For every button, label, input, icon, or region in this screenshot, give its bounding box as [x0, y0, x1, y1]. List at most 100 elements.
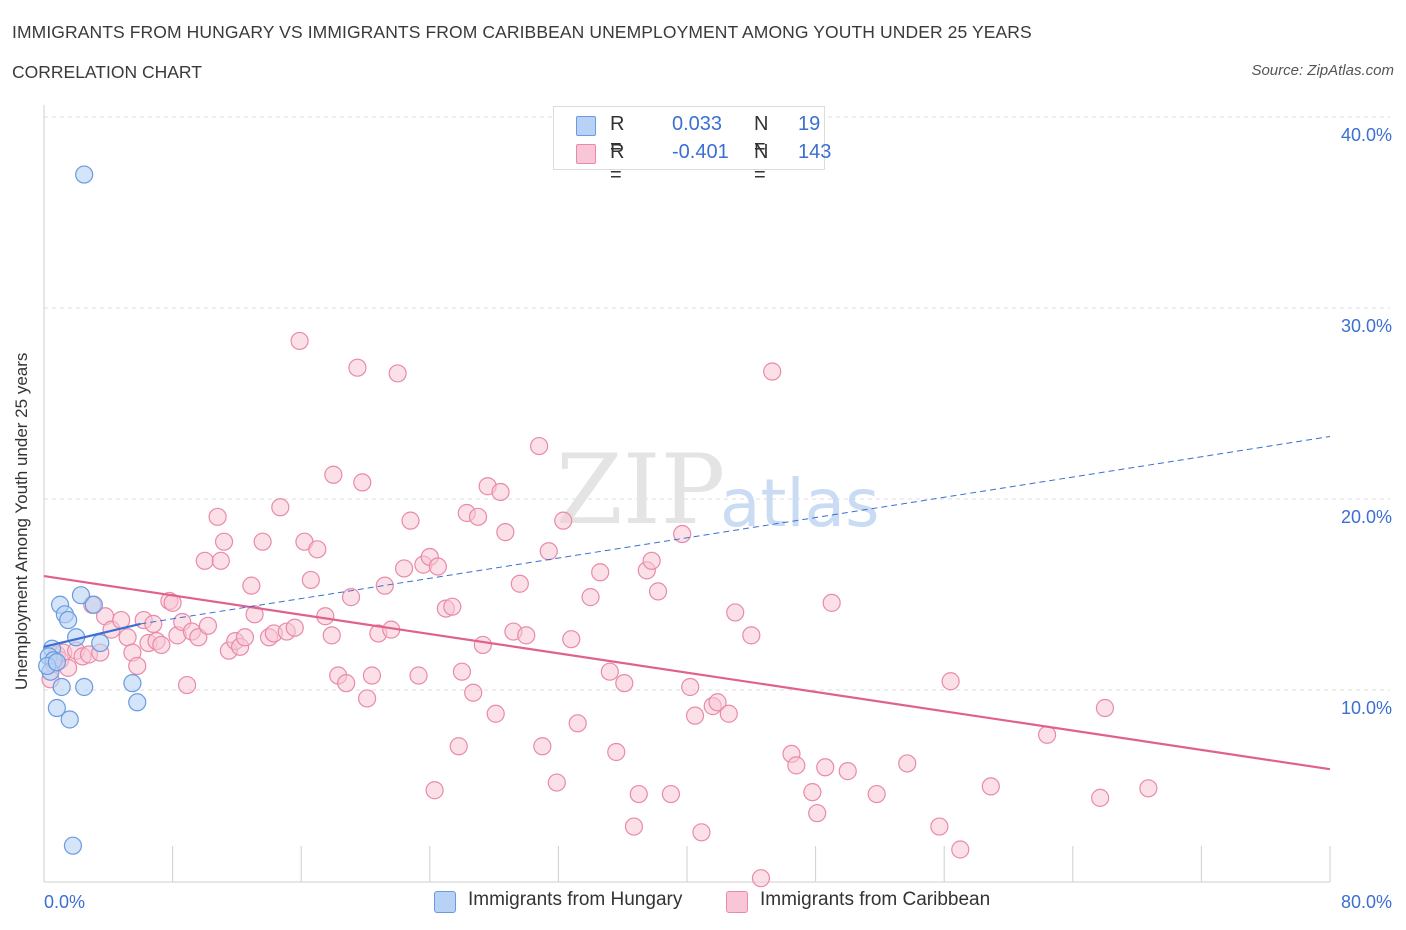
- caribbean-point: [177, 675, 197, 695]
- axes: [43, 105, 1331, 883]
- y-tick-label: 30.0%: [1341, 316, 1392, 336]
- caribbean-point: [428, 557, 447, 576]
- caribbean-point: [443, 597, 462, 616]
- caribbean-point: [692, 823, 711, 842]
- caribbean-point: [353, 473, 372, 492]
- hungary-point: [75, 165, 94, 184]
- caribbean-point: [337, 674, 356, 693]
- hungary-trend-line: [43, 622, 141, 648]
- x-tick-label: 0.0%: [44, 892, 85, 912]
- chart-subtitle: CORRELATION CHART: [12, 62, 202, 82]
- caribbean-point: [409, 666, 428, 685]
- caribbean-point: [144, 614, 163, 633]
- caribbean-point: [581, 588, 600, 607]
- caribbean-point: [867, 784, 886, 804]
- bottom-legend-swatch-caribbean: [726, 891, 748, 913]
- caribbean-point: [322, 626, 341, 645]
- hungary-point: [75, 677, 94, 697]
- hungary-point: [47, 653, 66, 672]
- caribbean-point: [316, 607, 335, 626]
- stats-legend: R = 0.033 N = 19 R = -0.401 N = 143: [553, 106, 831, 186]
- caribbean-point: [1037, 725, 1057, 744]
- caribbean-point: [285, 618, 304, 637]
- hungary-points: [38, 165, 147, 855]
- caribbean-point: [195, 551, 214, 570]
- legend-r-value: 0.033: [672, 113, 723, 135]
- caribbean-point: [624, 817, 644, 836]
- y-tick-label: 20.0%: [1341, 507, 1392, 527]
- caribbean-point: [152, 635, 171, 655]
- caribbean-point: [951, 840, 970, 859]
- caribbean-point: [981, 777, 1000, 796]
- caribbean-point: [473, 635, 492, 655]
- caribbean-point: [708, 693, 727, 712]
- caribbean-point: [629, 784, 648, 804]
- chart-title: IMMIGRANTS FROM HUNGARY VS IMMIGRANTS FR…: [12, 22, 1032, 42]
- legend-n-label: N =: [754, 113, 769, 158]
- bottom-legend-label-caribbean: Immigrants from Caribbean: [760, 889, 991, 910]
- gridlines: [44, 116, 1390, 691]
- caribbean-trend-line: [43, 575, 1331, 771]
- caribbean-point: [568, 714, 587, 733]
- caribbean-point: [464, 683, 483, 702]
- caribbean-points: [41, 331, 1158, 888]
- caribbean-point: [591, 563, 610, 582]
- caribbean-point: [803, 783, 822, 802]
- caribbean-point: [468, 507, 488, 526]
- hungary-point: [71, 586, 91, 605]
- caribbean-point: [341, 588, 361, 607]
- caribbean-point: [394, 559, 414, 578]
- caribbean-point: [242, 576, 261, 595]
- hungary-point: [52, 677, 71, 697]
- caribbean-point: [681, 677, 700, 697]
- caribbean-point: [253, 532, 272, 551]
- legend-swatch-caribbean: [576, 144, 596, 164]
- caribbean-point: [808, 804, 827, 823]
- caribbean-point: [290, 331, 309, 351]
- caribbean-point: [648, 582, 668, 601]
- hungary-trend-extension: [140, 436, 1331, 625]
- y-tick-label: 10.0%: [1341, 698, 1392, 718]
- caribbean-point: [388, 364, 407, 383]
- legend-r-value: -0.401: [672, 141, 729, 163]
- hungary-point: [91, 633, 110, 653]
- caribbean-point: [751, 869, 771, 888]
- caribbean-point: [539, 542, 558, 561]
- caribbean-point: [118, 628, 137, 647]
- caribbean-point: [816, 758, 835, 777]
- caribbean-point: [517, 626, 536, 645]
- hungary-point: [84, 595, 103, 614]
- caribbean-point: [607, 742, 626, 762]
- caribbean-point: [562, 630, 581, 649]
- y-axis-label: Unemployment Among Youth under 25 years: [12, 352, 31, 690]
- tick-labels: 10.0% 20.0% 30.0% 40.0% 0.0% 80.0%: [44, 125, 1392, 912]
- caribbean-point: [401, 511, 420, 530]
- source-credit: Source: ZipAtlas.com: [1251, 62, 1394, 79]
- caribbean-point: [449, 737, 468, 756]
- caribbean-point: [838, 762, 857, 781]
- hungary-point: [47, 698, 66, 718]
- caribbean-point: [271, 498, 290, 517]
- legend-r-label: R =: [610, 113, 625, 158]
- caribbean-point: [554, 511, 573, 530]
- caribbean-point: [822, 593, 841, 612]
- caribbean-point: [452, 662, 472, 681]
- legend-swatch-hungary: [576, 116, 596, 136]
- caribbean-point: [763, 362, 782, 381]
- hungary-point: [128, 693, 147, 712]
- caribbean-point: [533, 737, 552, 756]
- y-tick-label: 40.0%: [1341, 125, 1392, 145]
- caribbean-point: [496, 523, 515, 542]
- caribbean-point: [600, 662, 619, 681]
- caribbean-point: [211, 551, 230, 570]
- caribbean-point: [1139, 779, 1158, 798]
- watermark-atlas: atlas: [720, 465, 880, 542]
- caribbean-point: [930, 817, 949, 836]
- caribbean-point: [308, 540, 327, 559]
- caribbean-point: [719, 704, 738, 723]
- caribbean-point: [214, 532, 234, 551]
- caribbean-point: [208, 507, 227, 526]
- caribbean-point: [491, 482, 510, 502]
- caribbean-point: [898, 754, 917, 773]
